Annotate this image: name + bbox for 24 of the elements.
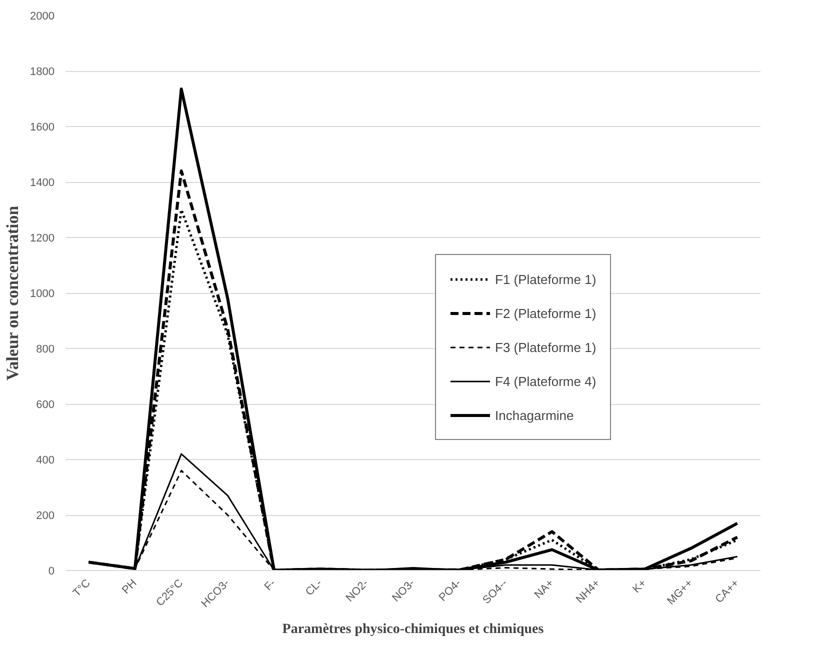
y-tick-label: 600 — [36, 399, 55, 411]
legend-label: F3 (Plateforme 1) — [495, 340, 596, 354]
y-tick-label: 1600 — [30, 122, 55, 134]
x-tick-label: F- — [262, 577, 278, 594]
y-tick-label: 400 — [36, 454, 55, 466]
x-tick-label: CL- — [304, 577, 325, 598]
legend-label: F1 (Plateforme 1) — [495, 272, 596, 286]
legend-label: Inchagarmine — [495, 408, 574, 422]
y-tick-label: 1800 — [30, 66, 55, 78]
x-tick-label: NA+ — [532, 577, 556, 602]
y-tick-label: 800 — [36, 344, 55, 356]
x-tick-label: PH — [120, 577, 140, 597]
y-tick-label: 1400 — [30, 177, 55, 189]
legend-label: F4 (Plateforme 4) — [495, 374, 596, 388]
x-axis-title: Paramètres physico-chimiques et chimiques — [282, 622, 544, 638]
y-tick-label: 2000 — [30, 10, 55, 22]
x-tick-label: T°C — [70, 577, 93, 600]
y-tick-label: 0 — [48, 566, 55, 578]
y-tick-label: 1000 — [30, 288, 55, 300]
y-tick-label: 200 — [36, 510, 55, 522]
x-tick-label: K+ — [630, 577, 649, 596]
y-axis-title: Valeur ou concentration — [3, 205, 22, 381]
legend-label: F2 (Plateforme 1) — [495, 306, 596, 320]
y-tick-label: 1200 — [30, 232, 55, 244]
